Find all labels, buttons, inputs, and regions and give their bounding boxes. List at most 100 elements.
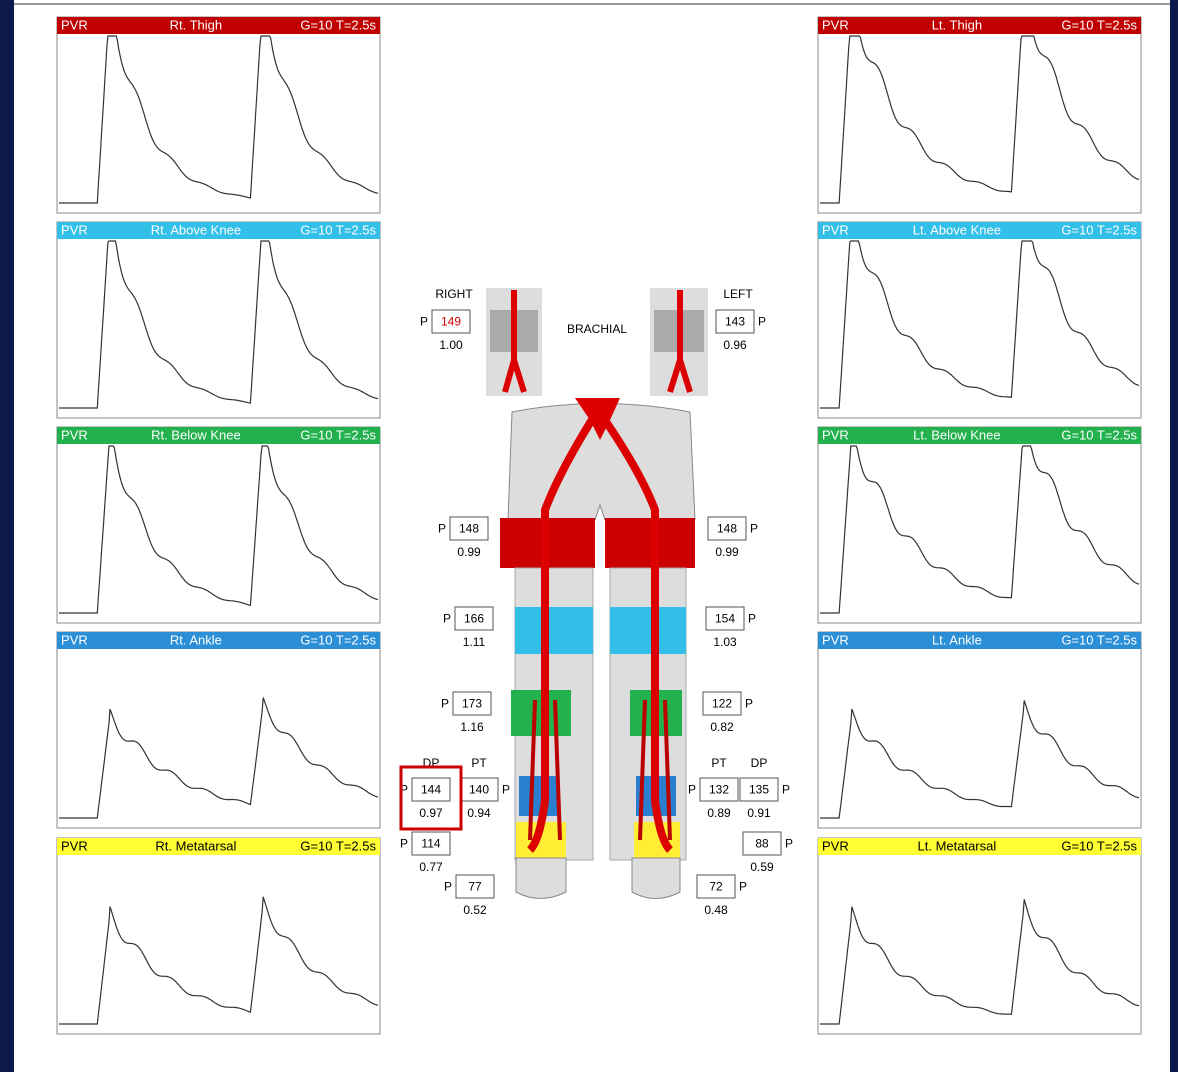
left-thigh-cuff xyxy=(605,518,695,568)
pressure-p: P xyxy=(420,315,428,329)
pressure-p: P xyxy=(441,697,449,711)
right-ankle-cuff xyxy=(519,776,557,816)
pvr-panel: PVR Lt. Thigh G=10 T=2.5s xyxy=(818,17,1141,213)
right-ak-cuff xyxy=(515,607,593,654)
pressure-p: P xyxy=(745,697,753,711)
pressure-index: 0.59 xyxy=(750,860,774,874)
pressure-value: 154 xyxy=(715,612,735,626)
pressure-index: 0.77 xyxy=(419,860,443,874)
right-title: RIGHT xyxy=(435,287,473,301)
pressure-value: 114 xyxy=(421,837,440,851)
pressure-value: 132 xyxy=(709,783,729,797)
pressure-index: 1.03 xyxy=(713,635,737,649)
panel-frame xyxy=(818,838,1141,1034)
panel-settings: G=10 T=2.5s xyxy=(300,222,376,237)
panel-settings: G=10 T=2.5s xyxy=(1061,427,1137,442)
pressure-index: 0.96 xyxy=(723,338,747,352)
panel-site: Rt. Metatarsal xyxy=(155,838,236,853)
panel-site: Lt. Above Knee xyxy=(913,222,1001,237)
panel-settings: G=10 T=2.5s xyxy=(300,632,376,647)
pvr-panel: PVR Lt. Metatarsal G=10 T=2.5s xyxy=(818,838,1141,1034)
panel-label: PVR xyxy=(822,17,849,32)
pressure-p: P xyxy=(688,783,696,797)
pressure-value: 144 xyxy=(421,783,441,797)
pressure-index: 0.97 xyxy=(419,806,443,820)
pressure-index: 0.99 xyxy=(715,545,739,559)
right-foot xyxy=(516,858,566,899)
panel-settings: G=10 T=2.5s xyxy=(1061,838,1137,853)
pvr-panel: PVRRt. AnkleG=10 T=2.5s xyxy=(57,632,380,828)
pressure-value: 77 xyxy=(468,880,482,894)
pressure-p: P xyxy=(502,783,510,797)
panel-site: Lt. Thigh xyxy=(932,17,982,32)
pressure-value: 148 xyxy=(459,522,479,536)
panel-frame xyxy=(57,427,380,623)
pressure-value: 88 xyxy=(755,837,769,851)
panel-frame xyxy=(818,632,1141,828)
pressure-index: 0.52 xyxy=(463,903,487,917)
pressure-value: 135 xyxy=(749,783,769,797)
panel-site: Rt. Thigh xyxy=(170,17,223,32)
pressure-index: 0.48 xyxy=(704,903,728,917)
panel-settings: G=10 T=2.5s xyxy=(300,838,376,853)
panel-label: PVR xyxy=(822,427,849,442)
panel-site: Rt. Above Knee xyxy=(151,222,241,237)
panel-label: PVR xyxy=(822,838,849,853)
panel-frame xyxy=(818,427,1141,623)
panel-frame xyxy=(57,222,380,418)
pressure-value: 166 xyxy=(464,612,484,626)
pressure-p: P xyxy=(782,783,790,797)
brachial-label: BRACHIAL xyxy=(567,322,627,336)
pressure-p: P xyxy=(400,837,408,851)
pressure-index: 1.16 xyxy=(460,720,484,734)
pressure-p: P xyxy=(443,612,451,626)
panel-settings: G=10 T=2.5s xyxy=(1061,222,1137,237)
pressure-p: P xyxy=(758,315,766,329)
panel-frame xyxy=(57,632,380,828)
left-ak-cuff xyxy=(610,607,686,654)
panel-label: PVR xyxy=(61,17,88,32)
pressure-p: P xyxy=(748,612,756,626)
panel-settings: G=10 T=2.5s xyxy=(300,17,376,32)
left-foot xyxy=(632,858,680,899)
pressure-p: P xyxy=(438,522,446,536)
pressure-value: 148 xyxy=(717,522,737,536)
pressure-index: 0.94 xyxy=(467,806,491,820)
left-title: LEFT xyxy=(723,287,753,301)
panel-settings: G=10 T=2.5s xyxy=(1061,17,1137,32)
pressure-index: 0.91 xyxy=(747,806,771,820)
pressure-p: P xyxy=(750,522,758,536)
panel-site: Rt. Ankle xyxy=(170,632,222,647)
pvr-panel: PVR Rt. Below Knee G=10 T=2.5s xyxy=(57,427,380,623)
pressure-value: 122 xyxy=(712,697,732,711)
pressure-index: 1.00 xyxy=(439,338,463,352)
pressure-index: 0.89 xyxy=(707,806,731,820)
panel-frame xyxy=(57,17,380,213)
panel-label: PVR xyxy=(61,427,88,442)
pressure-value: 143 xyxy=(725,315,745,329)
pvr-panel: PVR Lt. Ankle G=10 T=2.5s xyxy=(818,632,1141,828)
panel-settings: G=10 T=2.5s xyxy=(1061,632,1137,647)
panel-label: PVR xyxy=(822,222,849,237)
pvr-panel: PVR Rt. Metatarsal G=10 T=2.5s xyxy=(57,838,380,1034)
vessel-label: PT xyxy=(471,756,487,770)
pressure-index: 0.82 xyxy=(710,720,734,734)
pressure-value: 149 xyxy=(441,315,461,329)
vessel-label: PT xyxy=(711,756,727,770)
pvr-panel: PVR Rt. Thigh G=10 T=2.5s xyxy=(57,17,380,213)
pressure-value: 140 xyxy=(469,783,489,797)
panel-label: PVR xyxy=(822,632,849,647)
pressure-index: 1.11 xyxy=(463,635,486,649)
panel-site: Lt. Metatarsal xyxy=(918,838,997,853)
pressure-value: 173 xyxy=(462,697,482,711)
pressure-value: 72 xyxy=(709,880,723,894)
panel-frame xyxy=(818,17,1141,213)
panel-label: PVR xyxy=(61,838,88,853)
pressure-index: 0.99 xyxy=(457,545,481,559)
panel-settings: G=10 T=2.5s xyxy=(300,427,376,442)
panel-site: Rt. Below Knee xyxy=(151,427,241,442)
panel-site: Lt. Ankle xyxy=(932,632,982,647)
pressure-p: P xyxy=(739,880,747,894)
